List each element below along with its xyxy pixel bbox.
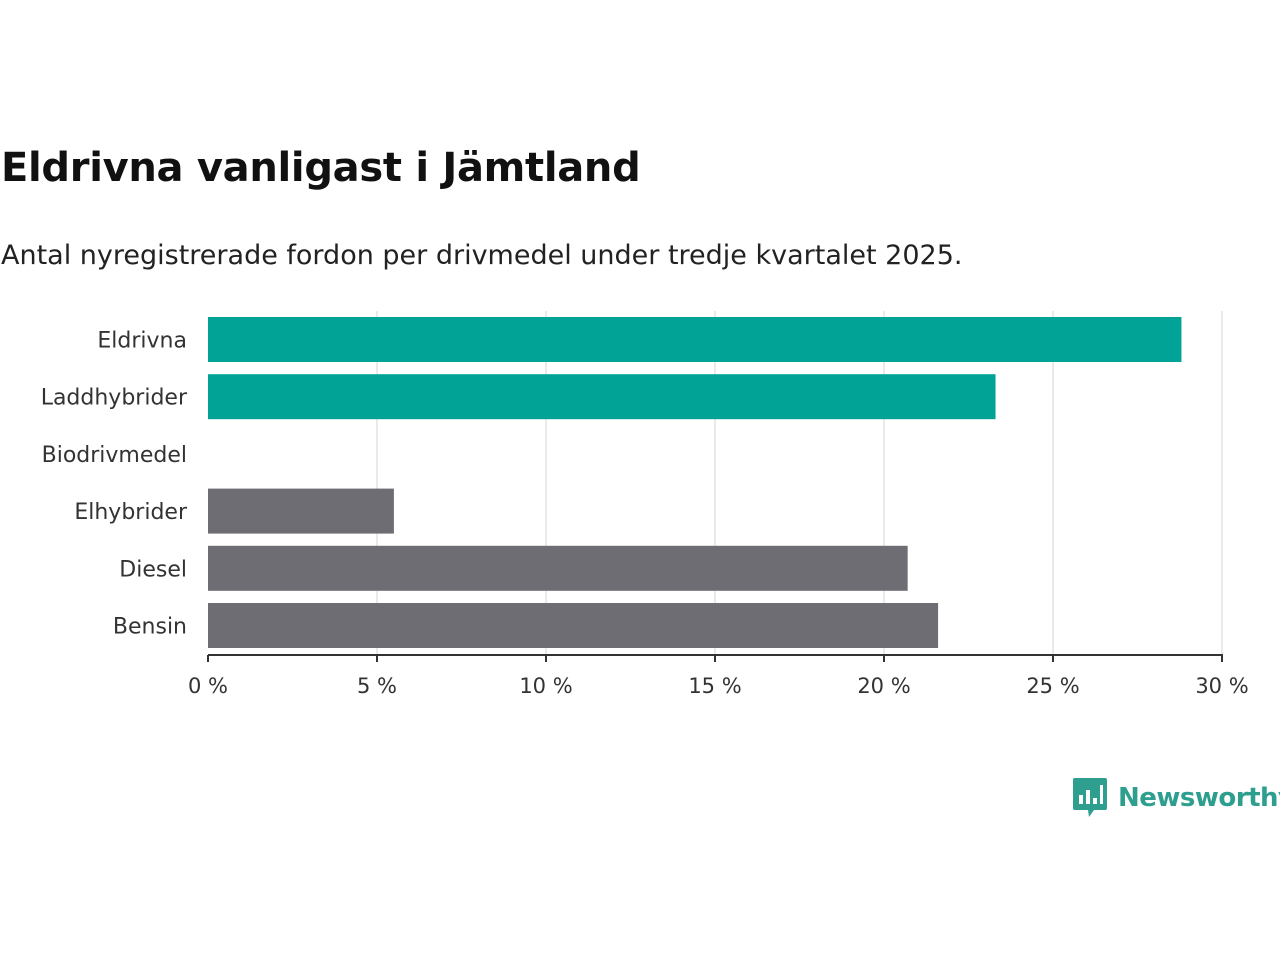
category-label-eldrivna: Eldrivna — [97, 329, 187, 354]
bar-diesel — [208, 545, 908, 591]
category-labels: Eldrivna Laddhybrider Biodrivmedel Elhybrid… — [41, 329, 188, 640]
bar-bensin — [208, 603, 939, 648]
x-tick-label-0: 0 % — [188, 674, 228, 698]
bars — [208, 317, 1182, 648]
x-axis: 0 % 5 % 10 % 15 % 20 % 25 % 30 % — [188, 654, 1249, 698]
x-tick-label-15: 15 % — [688, 674, 741, 698]
bar-laddhybrider — [208, 374, 996, 420]
x-tick-label-30: 30 % — [1195, 674, 1248, 698]
x-tick-label-10: 10 % — [519, 674, 572, 698]
category-label-bensin: Bensin — [113, 615, 187, 640]
bar-elhybrider — [208, 488, 394, 534]
bar-chart: 0 % 5 % 10 % 15 % 20 % 25 % 30 % Eldrivna Laddh… — [41, 311, 1249, 698]
gridlines — [376, 311, 1223, 655]
newsworthy-logo-icon — [1073, 778, 1107, 817]
category-label-elhybrider: Elhybrider — [74, 500, 188, 525]
category-label-laddhybrider: Laddhybrider — [41, 386, 188, 411]
chart-title: Eldrivna vanligast i Jämtland — [1, 145, 641, 191]
x-tick-label-20: 20 % — [857, 674, 910, 698]
x-tick-label-25: 25 % — [1026, 674, 1079, 698]
x-tick-label-5: 5 % — [357, 674, 397, 698]
chart-subtitle: Antal nyregistrerade fordon per drivmede… — [1, 240, 963, 271]
category-label-diesel: Diesel — [119, 557, 187, 582]
category-label-biodrivmedel: Biodrivmedel — [42, 443, 187, 468]
brand-logo: Newsworthy — [1072, 776, 1280, 820]
bar-eldrivna — [208, 317, 1182, 362]
brand-name: Newsworthy — [1118, 783, 1280, 813]
